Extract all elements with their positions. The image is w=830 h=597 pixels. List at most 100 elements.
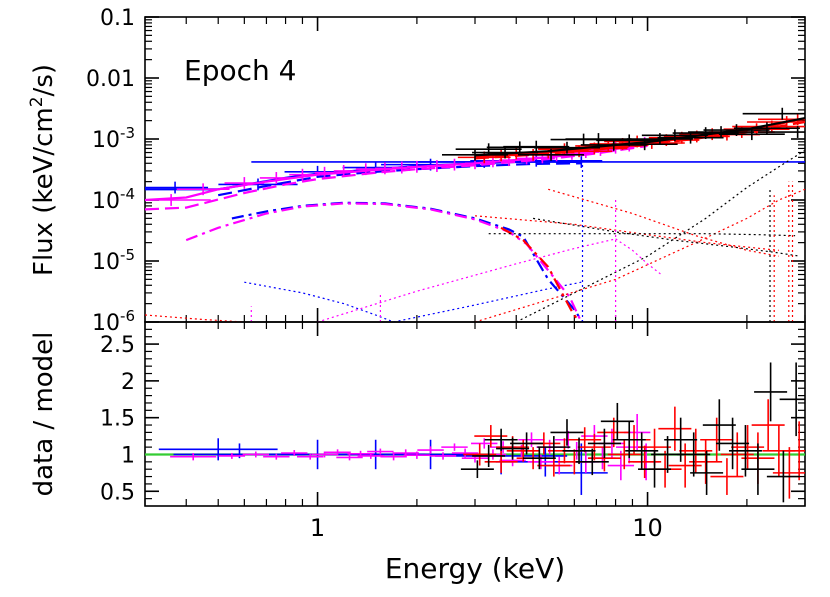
ratio-data-point [403, 451, 431, 459]
flux-y-tick-label: 10-3 [92, 124, 135, 153]
ratio-data-point [242, 451, 270, 458]
ratio-data-point [612, 421, 646, 459]
ratio-data-point [522, 447, 556, 470]
ratio-data-point [562, 437, 596, 465]
ratio-data-point [766, 450, 800, 503]
ratio-data-point [417, 446, 444, 454]
flux-y-tick-label: 0.1 [100, 6, 135, 31]
ratio-data-point [336, 454, 363, 461]
ratio-data-point [600, 402, 634, 440]
ratio-data-point [451, 448, 479, 458]
ratio-data-point [367, 448, 394, 455]
ratio-data-point [597, 417, 631, 448]
flux-y-tick-label: 10-5 [92, 246, 135, 275]
ratio-data-point [380, 453, 407, 461]
ratio-data-point [625, 432, 659, 470]
ratio-panel: 0.5 1 1.5 2 2.5 1 10 data / model Energy (keV… [29, 321, 806, 585]
ratio-data-point [496, 437, 530, 460]
ratio-data-point [463, 443, 497, 466]
ratio-data-point [472, 444, 506, 467]
energy-x-tick-label: 1 [310, 514, 325, 542]
ratio-data-point [702, 399, 736, 451]
ratio-data-point [554, 443, 608, 495]
ratio-data-point [728, 425, 762, 477]
ratio-data-point [441, 443, 468, 451]
flux-panel-series [145, 107, 805, 322]
ratio-data-point [587, 428, 621, 459]
ratio-panel-series [158, 362, 805, 503]
ratio-data-point [296, 453, 324, 460]
ratio-data-point [754, 362, 788, 422]
energy-axis-label: Energy (keV) [385, 552, 565, 585]
model-component-curve [231, 201, 584, 322]
model-curve [474, 117, 805, 157]
model-component-curve [515, 149, 805, 322]
ratio-axis-label: data / model [29, 332, 59, 497]
energy-x-tick-labels: 1 10 [310, 514, 663, 542]
epoch-annotation: Epoch 4 [184, 54, 296, 87]
model-component-curve [244, 281, 394, 322]
ratio-data-point [158, 438, 278, 461]
ratio-data-point [429, 452, 457, 460]
ratio-data-point [484, 450, 518, 473]
ratio-data-point [537, 436, 571, 459]
flux-data-point [251, 156, 805, 168]
model-component-curve [488, 233, 796, 237]
ratio-y-tick-label: 2 [121, 370, 135, 395]
ratio-data-point [638, 450, 672, 488]
ratio-data-point [460, 460, 494, 479]
flux-data-point [672, 127, 739, 139]
ratio-data-point [710, 458, 744, 495]
ratio-data-point [568, 427, 602, 453]
flux-panel-ticks [144, 16, 806, 323]
model-component-curve [145, 144, 648, 211]
ratio-data-point [751, 399, 785, 451]
ratio-data-point [779, 362, 805, 437]
flux-data-point [718, 128, 785, 141]
flux-y-tick-label: 10-4 [92, 185, 135, 214]
ratio-data-point [170, 453, 217, 461]
model-component-curve [474, 215, 779, 251]
model-component-curve [317, 238, 616, 322]
flux-panel: 0.1 0.01 10-3 10-4 10-5 10-6 Epoch 4 Flux (ke… [27, 6, 806, 336]
flux-axis-label: Flux (keV/cm2/s) [27, 64, 59, 276]
ratio-y-tick-label: 1.5 [100, 407, 135, 432]
model-curve [145, 160, 582, 191]
ratio-data-point [607, 439, 641, 470]
model-curve [474, 118, 805, 158]
ratio-data-point [690, 450, 724, 495]
model-component-curve [533, 217, 801, 257]
ratio-data-point [357, 453, 385, 459]
ratio-y-tick-label: 2.5 [100, 333, 135, 358]
flux-data-point [145, 181, 209, 194]
ratio-data-point [324, 449, 351, 456]
ratio-data-point [731, 425, 765, 470]
ratio-data-point [677, 432, 711, 477]
flux-data-point [758, 126, 805, 138]
model-component-curve [615, 238, 662, 275]
ratio-data-point [772, 447, 805, 499]
ratio-data-point [218, 453, 246, 459]
ratio-data-point [658, 406, 692, 451]
flux-data-point [145, 194, 211, 206]
ratio-data-point [510, 432, 544, 455]
ratio-data-point [741, 443, 775, 495]
model-component-curve [500, 226, 580, 322]
model-component-curve [217, 162, 582, 197]
flux-y-tick-labels: 0.1 0.01 10-3 10-4 10-5 10-6 [86, 6, 135, 336]
ratio-data-point [782, 421, 805, 481]
ratio-data-point [575, 448, 609, 476]
flux-data-point [565, 133, 632, 145]
flux-data-point [503, 140, 570, 153]
model-component-curve [393, 281, 582, 322]
ratio-data-point [471, 438, 498, 449]
ratio-data-point [577, 433, 611, 461]
model-component-curve [185, 202, 583, 322]
flux-data-point [742, 107, 805, 120]
energy-x-tick-label: 10 [632, 514, 663, 542]
model-component-curve [145, 314, 245, 322]
flux-y-tick-label: 0.01 [86, 67, 135, 92]
ratio-data-point [607, 450, 635, 481]
flux-data-point [333, 164, 354, 177]
